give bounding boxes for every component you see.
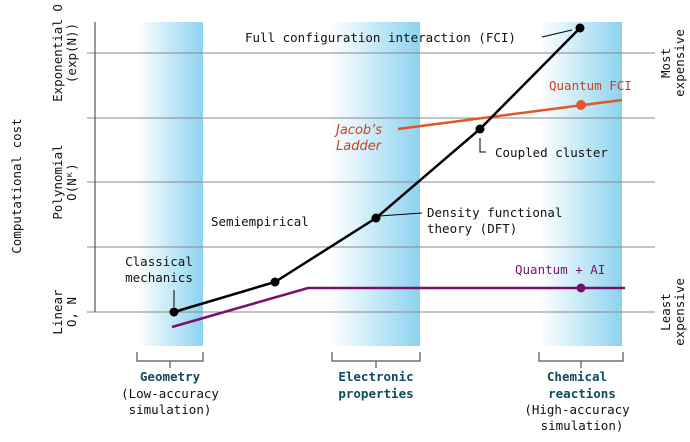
level-polynomial: Polynomial O(Nᴷ): [50, 144, 79, 219]
svg-text:expensive: expensive: [672, 29, 687, 97]
svg-text:simulation): simulation): [129, 402, 212, 417]
label-classical-mechanics: Classical mechanics: [125, 254, 193, 285]
level-linear: Linear O, N: [50, 289, 79, 335]
quantum-ai-label: Quantum + AI: [515, 262, 605, 277]
band-geometry: [137, 22, 203, 346]
band-chemical: [540, 22, 622, 346]
svg-text:Exponential O: Exponential O: [50, 4, 65, 102]
svg-text:O(Nᴷ): O(Nᴷ): [64, 163, 79, 201]
quantum-fci-label: Quantum FCI: [549, 78, 632, 93]
most-expensive-label: Most expensive: [658, 29, 687, 97]
label-coupled-cluster: Coupled cluster: [495, 145, 608, 160]
svg-text:Chemical: Chemical: [547, 369, 607, 384]
label-semiempirical: Semiempirical: [211, 214, 309, 229]
svg-text:Least: Least: [658, 293, 673, 331]
least-expensive-label: Least expensive: [658, 278, 687, 346]
category-chemical: Chemical reactions (High-accuracy simula…: [524, 369, 630, 433]
svg-text:(High-accuracy: (High-accuracy: [524, 402, 630, 417]
svg-text:Polynomial: Polynomial: [50, 144, 65, 219]
point-coupled-cluster: [475, 124, 485, 134]
point-dft: [371, 213, 381, 223]
svg-text:expensive: expensive: [672, 278, 687, 346]
level-exponential: Exponential O (exp(N)): [50, 4, 79, 102]
point-semiempirical: [270, 277, 280, 287]
category-geometry: Geometry (Low-accuracy simulation): [121, 369, 219, 417]
quantum-ai-point: [576, 283, 586, 293]
label-fci: Full configuration interaction (FCI): [245, 30, 516, 45]
svg-text:(Low-accuracy: (Low-accuracy: [121, 386, 219, 401]
svg-text:Linear: Linear: [50, 289, 65, 335]
svg-text:reactions: reactions: [548, 386, 616, 401]
jacobs-ladder-label: Jacob’s Ladder: [333, 123, 383, 154]
gridlines: [87, 52, 655, 313]
svg-text:simulation): simulation): [541, 418, 624, 433]
svg-text:Classical: Classical: [125, 254, 193, 269]
leader-lines: [173, 29, 573, 307]
band-electronic: [330, 22, 420, 346]
svg-text:Ladder: Ladder: [336, 139, 383, 154]
svg-text:Density functional: Density functional: [427, 205, 562, 220]
svg-text:Geometry: Geometry: [140, 369, 201, 384]
svg-text:properties: properties: [338, 386, 413, 401]
svg-text:mechanics: mechanics: [125, 270, 193, 285]
category-electronic: Electronic properties: [338, 369, 413, 401]
point-fci: [575, 23, 585, 33]
point-classical-mechanics: [169, 307, 179, 317]
label-dft: Density functional theory (DFT): [427, 205, 562, 236]
category-brackets: [136, 352, 624, 368]
svg-text:(exp(N)): (exp(N)): [64, 23, 79, 83]
svg-text:theory (DFT): theory (DFT): [427, 221, 517, 236]
quantum-fci-point: [576, 100, 586, 110]
quantum-ai-line: [171, 286, 625, 329]
svg-text:Electronic: Electronic: [338, 369, 413, 384]
svg-text:Most: Most: [658, 48, 673, 78]
svg-text:O, N: O, N: [64, 297, 79, 327]
svg-text:Jacob’s: Jacob’s: [333, 123, 382, 138]
y-axis-title: Computational cost: [9, 118, 24, 253]
